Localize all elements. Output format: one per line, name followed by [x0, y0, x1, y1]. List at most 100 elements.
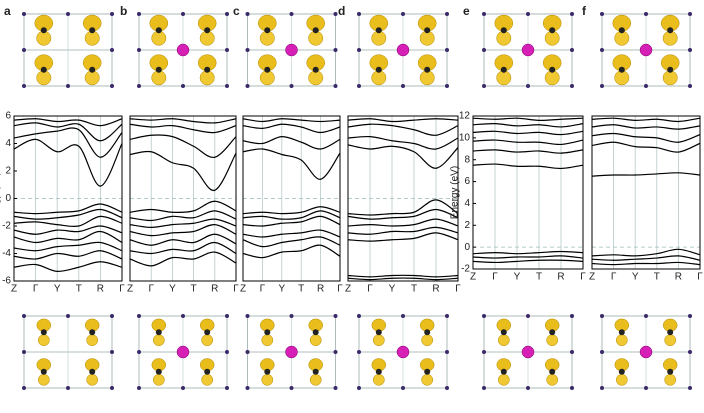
atom: [549, 368, 556, 375]
isosurface: [309, 334, 322, 347]
band: [473, 123, 583, 128]
atom: [333, 84, 338, 88]
atom: [600, 12, 604, 16]
x-tick-label: Γ: [148, 284, 154, 295]
atom: [570, 386, 574, 390]
atom: [181, 12, 185, 16]
band: [592, 132, 700, 143]
atom: [445, 84, 449, 88]
x-tick-label: R: [97, 284, 104, 295]
structure-image: [357, 12, 449, 88]
atom: [644, 386, 648, 390]
atom: [618, 368, 625, 375]
band: [243, 206, 340, 215]
y-tick-label: -4: [2, 248, 11, 259]
atom: [225, 12, 229, 16]
atom: [225, 314, 229, 318]
x-tick-label: Z: [470, 272, 476, 283]
atom: [204, 66, 211, 73]
cation: [176, 43, 190, 57]
x-tick-label: R: [432, 284, 439, 295]
x-tick-label: Y: [389, 284, 396, 295]
x-tick-label: Γ: [697, 272, 703, 283]
atom: [110, 12, 114, 16]
x-tick-label: T: [76, 284, 82, 295]
structure-image: [245, 12, 338, 88]
atom: [225, 48, 229, 52]
structure-image: [482, 314, 574, 390]
band: [348, 199, 458, 216]
y-tick-label: -2: [2, 221, 11, 232]
atom: [245, 12, 250, 16]
band: [348, 218, 458, 227]
structure-image: [600, 314, 692, 390]
panel-label: f: [582, 4, 587, 18]
x-tick-label: Γ: [260, 284, 266, 295]
y-axis-label: Energy (eV): [0, 172, 2, 225]
atom: [688, 48, 692, 52]
structure-image: [22, 314, 114, 390]
atom: [688, 350, 692, 354]
band: [130, 251, 236, 267]
atom: [688, 84, 692, 88]
atom: [500, 329, 507, 336]
y-axis-label: Energy (eV): [450, 166, 461, 219]
x-tick-label: Γ: [233, 284, 239, 295]
atom: [445, 314, 449, 318]
atom: [137, 350, 141, 354]
isosurface: [261, 334, 274, 347]
x-tick-label: Y: [514, 272, 521, 283]
atom: [137, 314, 141, 318]
band: [243, 215, 340, 227]
band: [473, 250, 583, 255]
atom: [357, 386, 361, 390]
band: [130, 224, 236, 237]
atom: [500, 66, 507, 73]
atom: [89, 66, 96, 73]
band: [14, 261, 122, 272]
atom: [333, 48, 338, 52]
atom: [225, 386, 229, 390]
atom: [401, 12, 405, 16]
atom: [667, 329, 674, 336]
atom: [333, 314, 338, 318]
cation: [285, 345, 298, 359]
atom: [526, 84, 530, 88]
atom: [204, 368, 211, 375]
x-tick-label: T: [536, 272, 542, 283]
band: [14, 118, 122, 127]
cation: [396, 345, 410, 359]
atom: [264, 368, 271, 375]
atom: [445, 350, 449, 354]
x-tick-label: Z: [345, 284, 351, 295]
atom: [225, 84, 229, 88]
cation: [176, 345, 190, 359]
y-tick-label: 10: [459, 132, 471, 143]
x-tick-label: T: [298, 284, 304, 295]
atom: [89, 329, 96, 336]
isosurface: [261, 373, 274, 386]
atom: [245, 314, 250, 318]
band: [592, 255, 700, 261]
x-tick-label: Γ: [119, 284, 125, 295]
atom: [110, 386, 114, 390]
x-tick-label: Z: [11, 284, 17, 295]
band: [14, 208, 122, 220]
atom: [40, 329, 47, 336]
atom: [89, 368, 96, 375]
atom: [312, 66, 319, 73]
x-tick-label: Γ: [337, 284, 343, 295]
atom: [245, 350, 250, 354]
atom: [289, 314, 294, 318]
atom: [644, 12, 648, 16]
atom: [22, 350, 26, 354]
cation: [521, 43, 535, 57]
y-tick-label: 8: [464, 154, 470, 165]
cation: [639, 345, 653, 359]
atom: [482, 84, 486, 88]
panel-label: a: [4, 4, 11, 18]
y-tick-label: -2: [461, 264, 470, 275]
atom: [667, 27, 674, 34]
atom: [66, 314, 70, 318]
